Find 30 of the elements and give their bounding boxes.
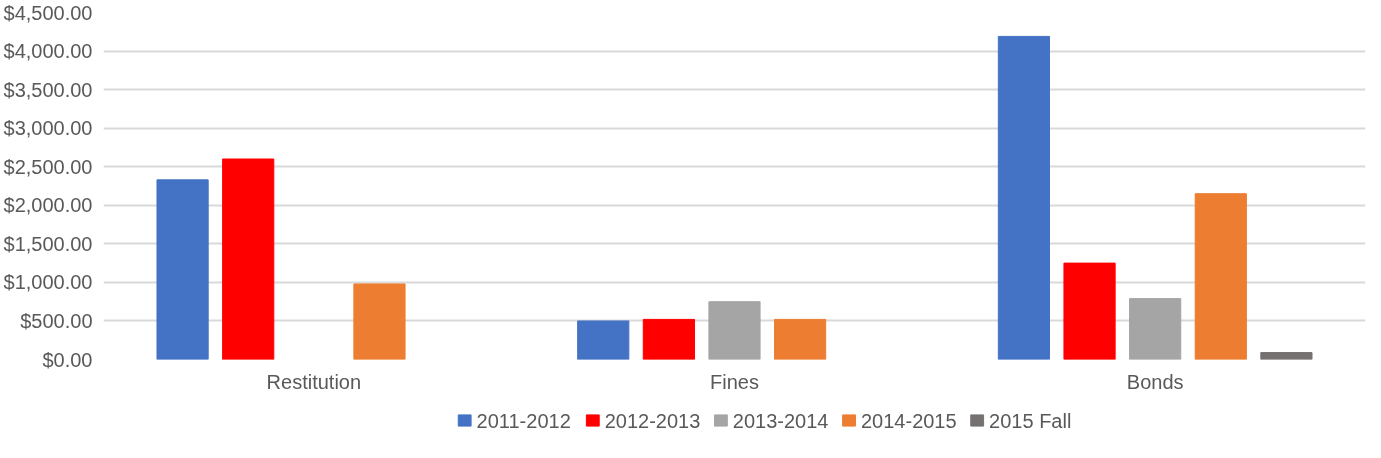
- bar: [708, 301, 761, 360]
- bar: [577, 320, 630, 360]
- bar: [774, 318, 827, 360]
- y-tick-label: $4,500.00: [3, 1, 93, 24]
- bar: [1063, 262, 1116, 360]
- bar: [997, 35, 1051, 360]
- y-tick-label: $3,500.00: [3, 78, 93, 101]
- y-tick-label: $500.00: [20, 309, 93, 332]
- bar: [1260, 352, 1313, 360]
- y-tick-label: $2,000.00: [3, 194, 93, 217]
- y-tick-label: $4,000.00: [3, 40, 93, 63]
- legend-label: 2015 Fall: [989, 409, 1072, 432]
- bar: [353, 283, 406, 360]
- legend-label: 2013-2014: [732, 409, 829, 432]
- x-tick-label: Restitution: [266, 370, 362, 393]
- bar: [1129, 298, 1182, 360]
- y-tick-label: $1,500.00: [3, 232, 93, 255]
- x-tick-label: Bonds: [1126, 370, 1184, 393]
- legend-label: 2011-2012: [476, 409, 571, 432]
- y-tick-label: $3,000.00: [3, 117, 93, 140]
- bar: [1194, 193, 1247, 360]
- y-tick-label: $1,000.00: [3, 271, 93, 294]
- y-tick-label: $0.00: [42, 348, 93, 371]
- legend-label: 2012-2013: [604, 409, 701, 432]
- legend-label: 2014-2015: [860, 409, 957, 432]
- bar: [642, 318, 695, 360]
- bar: [156, 179, 209, 360]
- y-tick-label: $2,500.00: [3, 155, 93, 178]
- bar: [222, 158, 275, 360]
- x-tick-label: Fines: [710, 370, 759, 393]
